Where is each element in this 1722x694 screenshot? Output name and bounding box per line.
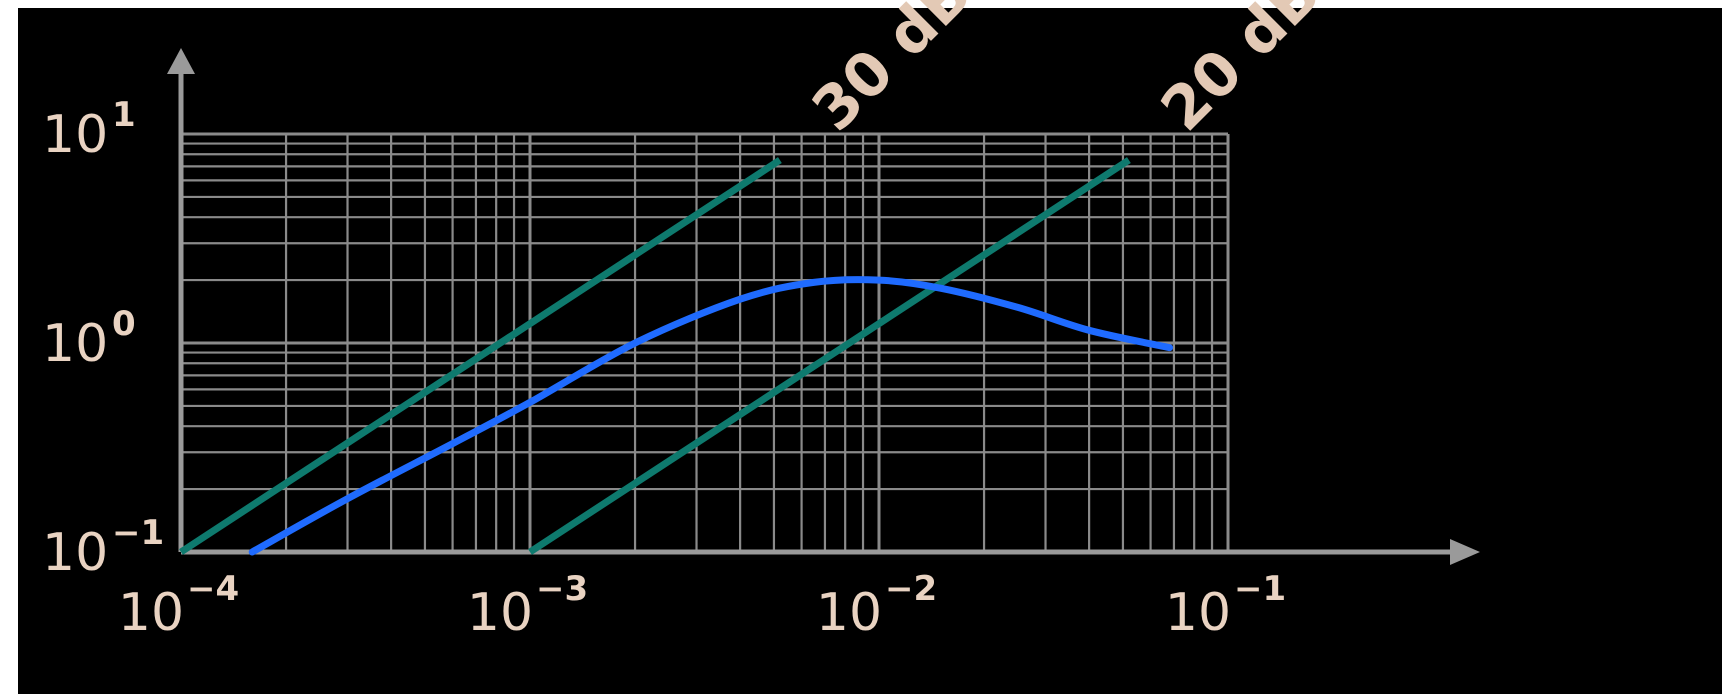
x-tick-exponent: −4 — [187, 569, 239, 609]
x-tick-labels: 10 −4 10 −3 10 −2 10 −1 — [118, 569, 1286, 643]
x-tick-exponent: −1 — [1234, 569, 1286, 609]
data-curve — [248, 276, 1174, 556]
reference-lines — [179, 157, 1131, 555]
y-tick-exponent: 0 — [112, 304, 136, 344]
axes — [167, 48, 1480, 565]
data-curves — [248, 276, 1174, 556]
reference-line-2 — [528, 157, 1131, 555]
x-tick-exponent: −2 — [885, 569, 937, 609]
y-tick-exponent: 1 — [112, 95, 136, 135]
y-tick-label: 10 — [42, 105, 108, 165]
x-axis-arrow-icon — [1450, 539, 1480, 565]
y-tick-label: 10 — [42, 523, 108, 583]
x-tick-label: 10 — [1165, 583, 1231, 643]
x-tick-label: 10 — [118, 583, 184, 643]
x-tick-label: 10 — [816, 583, 882, 643]
chart-background — [18, 8, 1722, 694]
y-axis-arrow-icon — [167, 48, 195, 74]
y-tick-label: 10 — [42, 314, 108, 374]
reference-line-1 — [179, 157, 782, 555]
grid — [179, 132, 1230, 554]
y-tick-exponent: −1 — [112, 513, 164, 553]
x-tick-label: 10 — [467, 583, 533, 643]
x-tick-exponent: −3 — [536, 569, 588, 609]
